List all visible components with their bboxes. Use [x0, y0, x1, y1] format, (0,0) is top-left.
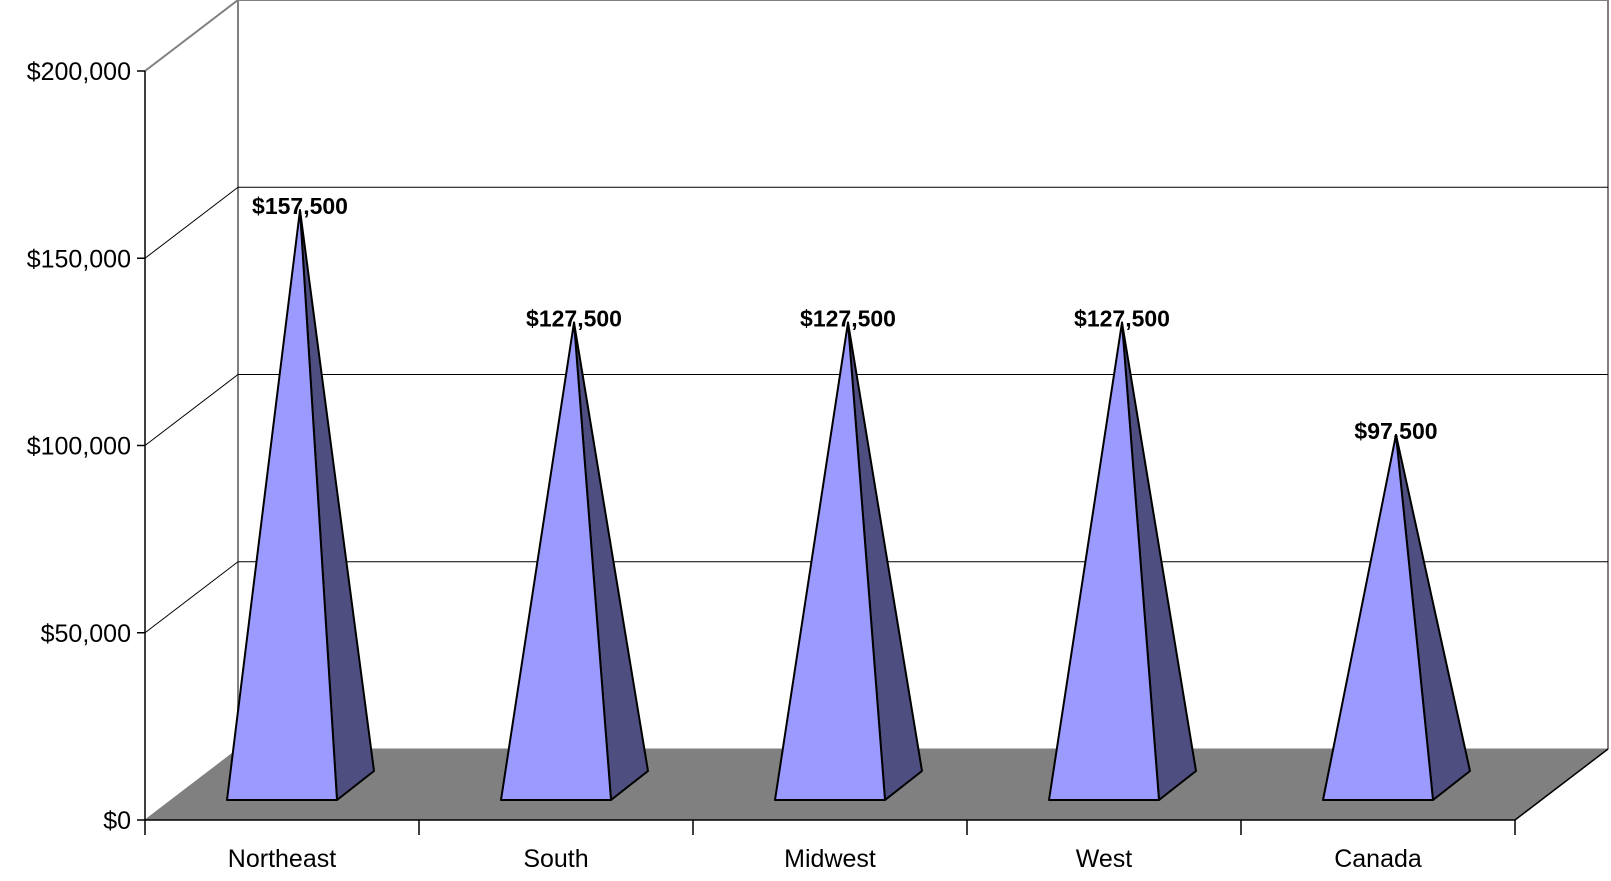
pyramid-front-face: [226, 209, 338, 801]
side-wall-top-edge: [144, 0, 239, 72]
pyramid-front-face: [500, 321, 612, 801]
data-label: $127,500: [526, 306, 622, 332]
pyramid-front-face: [1048, 321, 1160, 801]
x-axis-tick-labels: Northeast South Midwest West Canada: [228, 845, 1422, 873]
gridline-diagonal: [144, 374, 239, 446]
y-tick-label: $150,000: [27, 245, 131, 273]
axes: [137, 70, 1609, 835]
pyramid-bar: [500, 321, 649, 801]
y-axis-tick-labels: $0 $50,000 $100,000 $150,000 $200,000: [27, 58, 131, 835]
x-tick-label: Northeast: [228, 845, 336, 873]
pyramid-bar: [226, 209, 375, 801]
data-label: $127,500: [1074, 306, 1170, 332]
pyramid-front-face: [774, 321, 886, 801]
y-tick-label: $50,000: [41, 620, 131, 648]
gridline-diagonal: [144, 561, 239, 634]
data-label: $127,500: [800, 306, 896, 332]
y-tick-label: $0: [103, 807, 131, 835]
pyramid-bar: [1322, 433, 1471, 801]
pyramid-front-face: [1322, 433, 1434, 801]
data-marks: [226, 209, 1471, 801]
x-tick-label: South: [523, 845, 588, 873]
x-tick-label: Canada: [1334, 845, 1422, 873]
x-tick-label: West: [1076, 845, 1133, 873]
data-labels: $157,500 $127,500 $127,500 $127,500 $97,500: [252, 193, 1438, 444]
pyramid-bar: [1048, 321, 1197, 801]
x-tick-label: Midwest: [784, 845, 876, 873]
pyramid-bar: [774, 321, 923, 801]
y-tick-label: $100,000: [27, 433, 131, 461]
data-label: $157,500: [252, 193, 348, 219]
data-label: $97,500: [1354, 418, 1437, 444]
gridline-diagonal: [144, 186, 239, 259]
y-tick-label: $200,000: [27, 58, 131, 86]
floor-right-edge: [1514, 748, 1609, 821]
